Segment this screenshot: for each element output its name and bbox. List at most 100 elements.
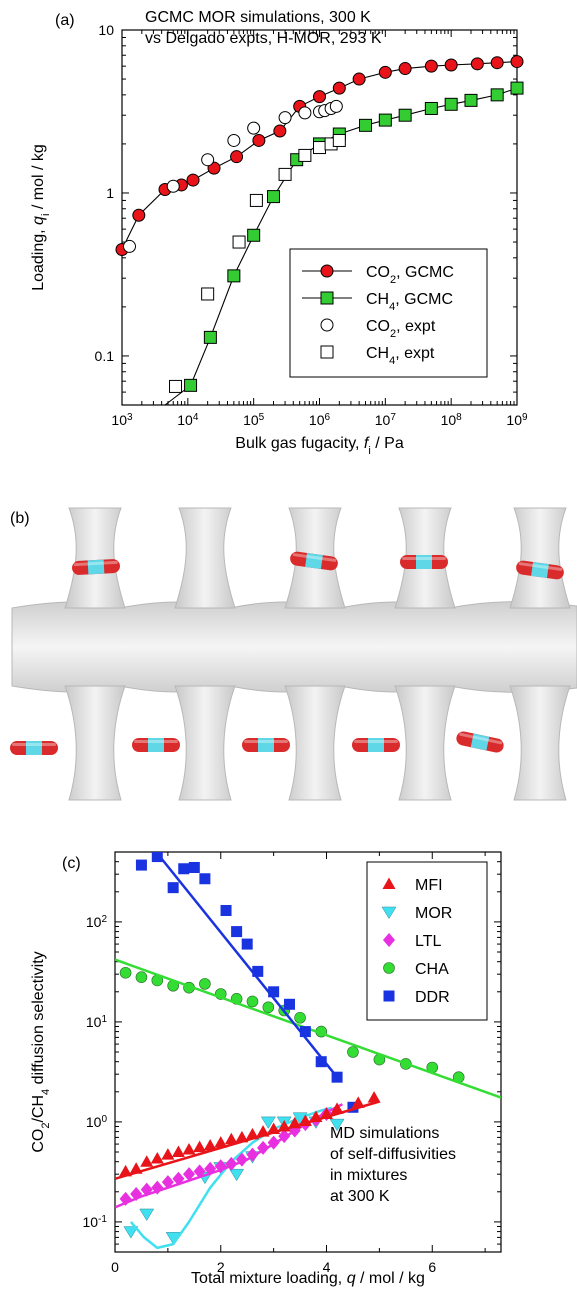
legend-label: CH4, GCMC [366,291,453,313]
legend-marker [382,877,396,889]
carbon-atom [305,552,323,570]
series-mfi [115,1091,381,1180]
legend-label: MOR [415,905,452,922]
side-pocket-lower [509,685,571,801]
y-tick-label: 100 [86,1113,108,1130]
data-point [283,998,295,1010]
x-tick-label: 2 [217,1259,225,1275]
side-pocket-upper [174,507,236,609]
x-tick-label: 103 [111,412,133,429]
co2-molecule [290,551,338,571]
legend-label: MFI [415,877,443,894]
series-line [121,61,518,250]
data-point [252,133,266,147]
y-axis-label: Loading, qi / mol / kg [30,144,52,291]
panel-a-title-line1: GCMC MOR simulations, 300 K [145,9,371,26]
data-point [249,193,263,207]
carbon-atom [26,741,42,755]
carbon-atom [531,561,549,579]
data-point [347,1046,359,1058]
data-point [135,859,147,871]
data-point [169,379,183,393]
x-tick-label: 108 [441,412,463,429]
data-point [315,1056,327,1068]
data-point [398,108,412,122]
data-point [139,1208,155,1221]
data-point [166,179,180,193]
panel-a-title-line2: vs Delgado expts, H-MOR, 293 K [145,30,382,47]
data-point [367,1091,381,1103]
x-tick-label: 4 [323,1259,331,1275]
co2-molecule [516,560,564,580]
legend-marker [320,264,334,278]
data-point [246,995,259,1008]
x-tick-label: 104 [177,412,199,429]
data-point [171,1145,185,1157]
annotation-line: of self-diffusivities [330,1146,456,1163]
data-point [199,873,211,885]
data-point [186,173,200,187]
data-point [201,153,215,167]
panel-c: 0 2 4 6 10-1 100 101 102 CO2/CH4 diffusion selec… [30,851,502,1287]
annotation-line: at 300 K [330,1188,390,1205]
data-point [227,133,241,147]
data-point [313,141,326,155]
data-point [490,88,504,102]
co2-molecule [72,559,120,575]
carbon-atom [470,733,490,751]
data-point [231,926,243,938]
data-point [182,1142,196,1155]
legend-marker [383,990,395,1002]
y-tick-label: 10-1 [83,1213,108,1230]
data-point [262,1001,275,1014]
data-point [178,863,190,875]
data-point [214,1136,228,1148]
legend-marker [320,318,334,332]
data-point [232,235,246,249]
data-point [184,378,198,392]
x-tick-label: 107 [375,412,397,429]
data-point [510,55,524,69]
panel-label-b: (b) [10,510,30,527]
data-point [203,330,217,344]
data-point [203,1139,217,1151]
data-point [444,58,458,72]
x-axis-label: Total mixture loading, q / mol / kg [191,1270,425,1287]
side-pocket-lower [284,685,346,801]
data-point [193,1140,207,1153]
data-point [298,106,312,120]
legend-marker [383,962,395,974]
side-pocket-lower [174,685,236,801]
series-ltl [115,1103,343,1209]
data-point [490,56,504,70]
panel-b: (b) [10,507,577,801]
annotation-line: in mixtures [330,1167,407,1184]
data-point [132,208,146,222]
data-point [273,124,287,138]
legend-marker [381,906,397,919]
co2-molecule [132,738,180,752]
fit-line [115,1100,380,1180]
panel-label-c: (c) [62,855,81,872]
series-ch4-expt [169,133,346,393]
co2-molecule [400,555,448,569]
y-tick-label: 102 [86,913,108,930]
x-tick-label: 6 [428,1259,436,1275]
legend-c: MFI MOR LTL CHA DDR [366,861,488,1021]
data-point [470,57,484,71]
data-point [123,239,137,253]
data-point [424,101,438,115]
panel-c-data [115,852,501,1250]
data-point [135,971,148,983]
data-point [329,1118,345,1132]
highlight [402,557,446,560]
highlight [292,553,337,562]
data-point [378,65,392,79]
data-point [230,150,244,164]
x-axis-label: Bulk gas fugacity, fi / Pa [235,435,404,457]
data-point [313,90,326,104]
legend-label: CHA [415,961,449,978]
data-point [398,62,412,76]
main-channel [11,601,577,693]
